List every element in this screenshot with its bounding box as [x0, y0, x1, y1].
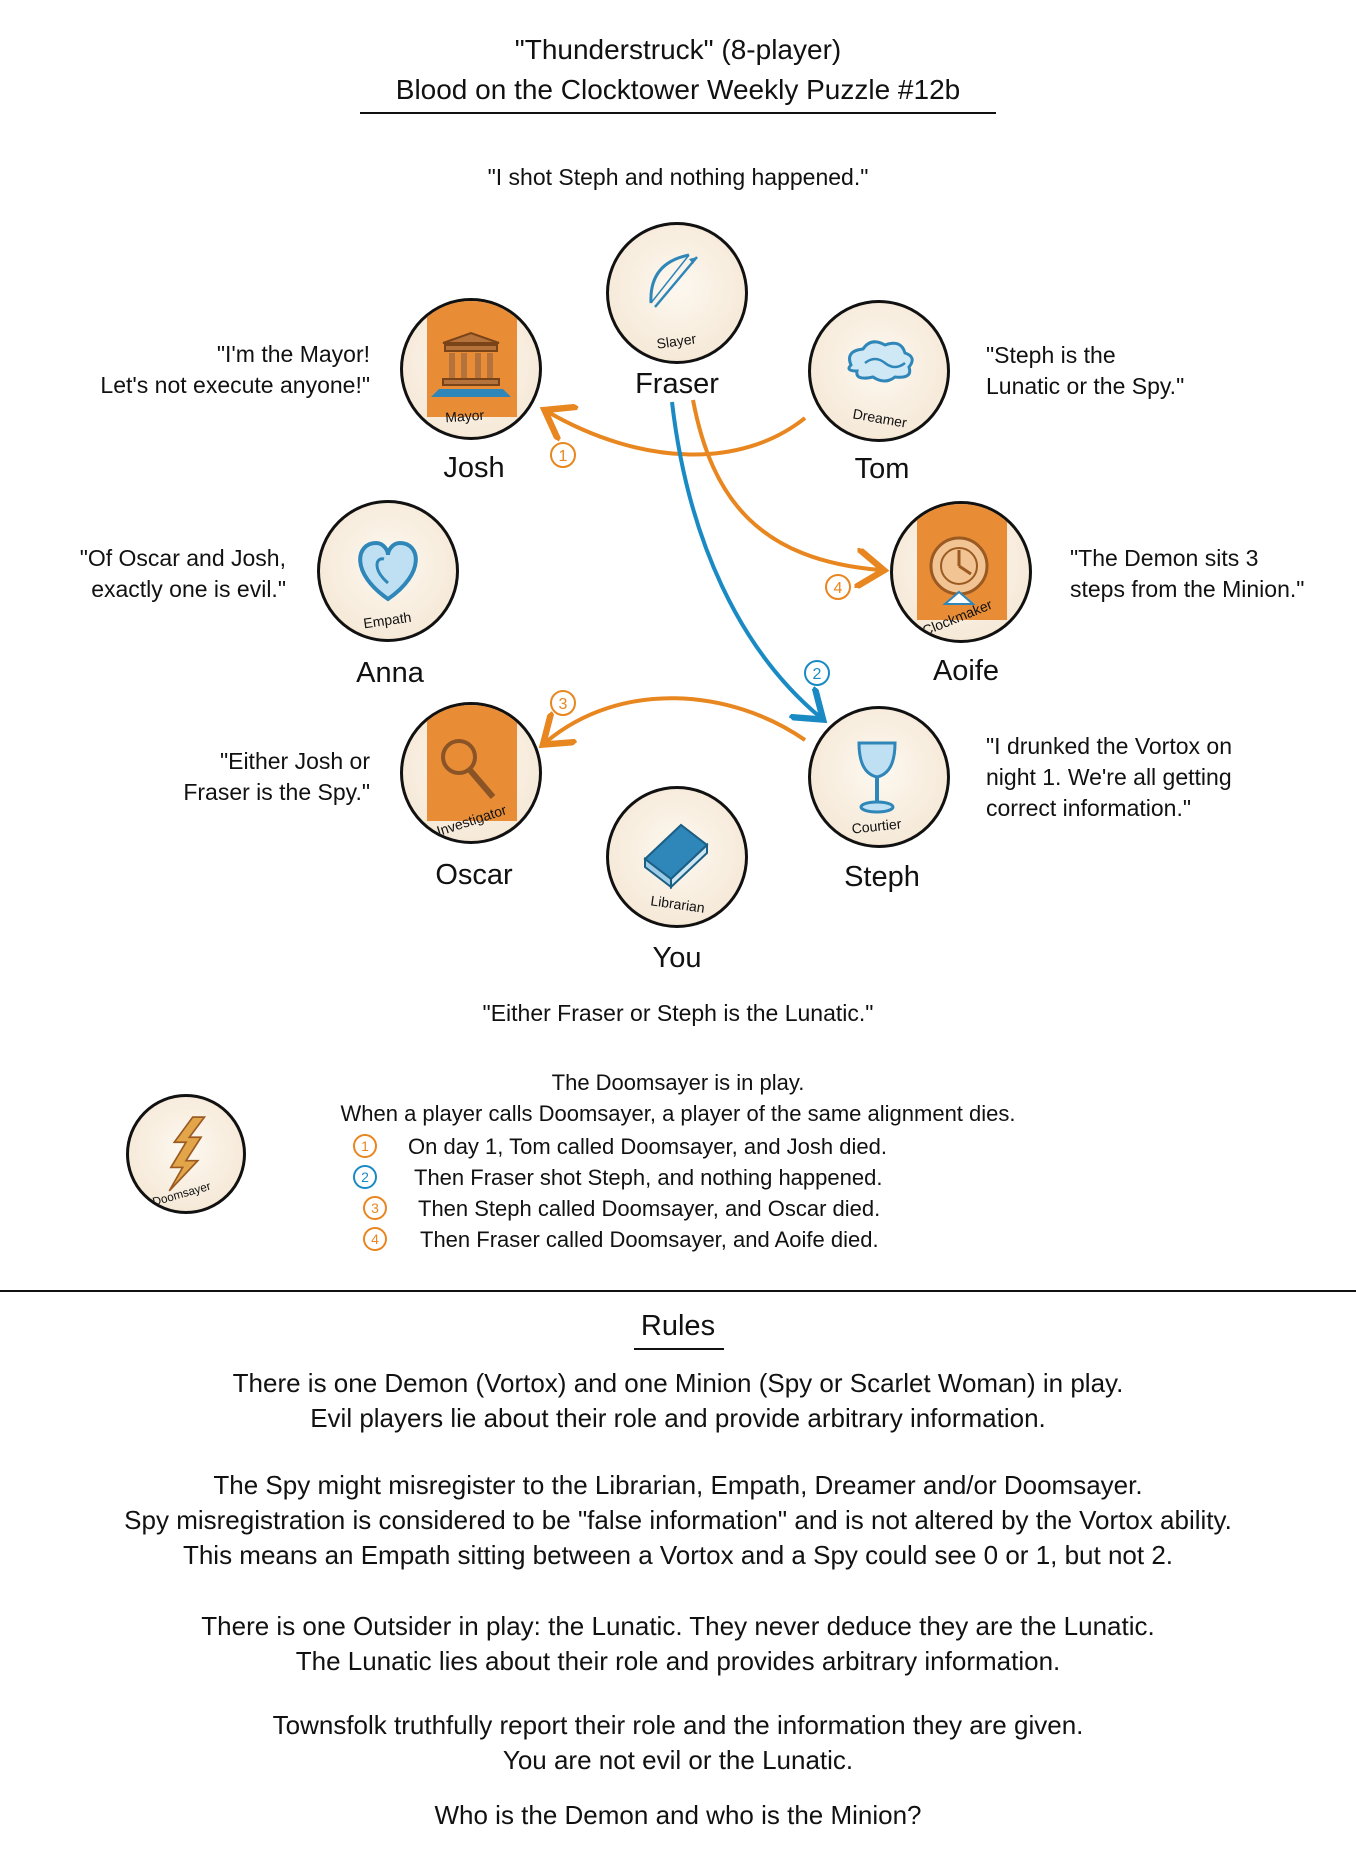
player-name-you: You — [652, 942, 702, 974]
event-item: 3 Then Steph called Doomsayer, and Oscar… — [352, 1193, 1052, 1224]
event-item: 1 On day 1, Tom called Doomsayer, and Jo… — [352, 1131, 1052, 1162]
event-number-icon: 3 — [363, 1196, 387, 1220]
arrow-number-2: 2 — [804, 660, 830, 686]
token-courtier: Courtier — [808, 706, 950, 848]
token-librarian: Librarian — [606, 786, 748, 928]
svg-text:4: 4 — [834, 580, 843, 597]
event-number-icon: 2 — [353, 1165, 377, 1189]
anna-quote: "Of Oscar and Josh, exactly one is evil." — [79, 545, 286, 602]
svg-text:Librarian: Librarian — [650, 892, 706, 915]
evil-banner — [427, 301, 517, 417]
player-name-josh: Josh — [443, 452, 505, 484]
svg-text:1: 1 — [559, 448, 568, 465]
svg-text:Slayer: Slayer — [656, 330, 698, 351]
token-investigator: Investigator — [400, 702, 542, 844]
player-name-oscar: Oscar — [435, 859, 513, 891]
token-slayer: Slayer — [606, 222, 748, 364]
player-name-anna: Anna — [356, 657, 424, 689]
svg-text:2: 2 — [361, 1169, 369, 1185]
townhall-icon: Mayor — [431, 331, 511, 426]
aoife-quote: "The Demon sits 3 steps from the Minion." — [1070, 545, 1305, 602]
svg-text:Empath: Empath — [362, 609, 412, 632]
arrows-layer: 1 4 2 3 — [0, 399, 1356, 1100]
svg-text:Dreamer: Dreamer — [852, 405, 909, 430]
steph-quote: "I drunked the Vortox on night 1. We're a… — [986, 733, 1232, 821]
arrow-1 — [548, 412, 807, 457]
section-divider — [0, 1290, 1356, 1292]
token-doomsayer: Doomsayer — [126, 1094, 246, 1214]
arrow-number-3: 3 — [550, 690, 576, 716]
clock-icon: Clockmaker — [920, 536, 995, 639]
arrow-2 — [670, 401, 820, 717]
event-item: 4 Then Fraser called Doomsayer, and Aoif… — [352, 1224, 1052, 1255]
player-name-tom: Tom — [854, 453, 910, 485]
token-empath: Empath — [317, 500, 459, 642]
book-icon: Librarian — [643, 823, 709, 916]
player-name-fraser: Fraser — [635, 368, 719, 400]
svg-text:3: 3 — [371, 1200, 379, 1216]
token-clockmaker: Clockmaker — [890, 501, 1032, 643]
you-quote: "Either Fraser or Steph is the Lunatic." — [482, 1000, 874, 1026]
rules-paragraph-3: There is one Outsider in play: the Lunat… — [201, 1611, 1155, 1676]
arrow-3 — [546, 696, 807, 742]
title-underline — [360, 112, 996, 114]
puzzle-title: "Thunderstruck" (8-player) — [514, 34, 842, 65]
rules-paragraph-2: The Spy might misregister to the Librari… — [124, 1470, 1232, 1570]
event-number-icon: 1 — [353, 1134, 377, 1158]
svg-text:2: 2 — [813, 666, 822, 683]
svg-text:3: 3 — [559, 696, 568, 713]
heart-icon: Empath — [358, 540, 418, 632]
doomsayer-line1: The Doomsayer is in play. — [551, 1070, 805, 1095]
oscar-quote: "Either Josh or Fraser is the Spy." — [183, 748, 370, 805]
magnifier-icon: Investigator — [435, 739, 509, 839]
doomsayer-line2: When a player calls Doomsayer, a player … — [340, 1101, 1016, 1126]
svg-text:4: 4 — [371, 1231, 379, 1247]
rules-underline — [634, 1348, 724, 1350]
svg-text:Courtier: Courtier — [851, 815, 903, 836]
rules-question: Who is the Demon and who is the Minion? — [434, 1800, 922, 1830]
arrow-number-4: 4 — [825, 574, 851, 600]
token-mayor: Mayor — [400, 298, 542, 440]
josh-quote: "I'm the Mayor! Let's not execute anyone!… — [100, 341, 370, 398]
cloud-icon: Dreamer — [847, 340, 914, 431]
event-number-icon: 4 — [363, 1227, 387, 1251]
fraser-quote: "I shot Steph and nothing happened." — [487, 164, 869, 190]
arrow-4 — [691, 399, 880, 570]
event-list: 1 On day 1, Tom called Doomsayer, and Jo… — [352, 1131, 1052, 1255]
rules-paragraph-4: Townsfolk truthfully report their role a… — [272, 1710, 1084, 1775]
goblet-icon: Courtier — [851, 741, 903, 837]
event-item: 2 Then Fraser shot Steph, and nothing ha… — [352, 1162, 1052, 1193]
svg-text:Investigator: Investigator — [435, 801, 509, 839]
rules-heading: Rules — [640, 1310, 716, 1342]
tom-quote: "Steph is the Lunatic or the Spy." — [986, 342, 1185, 399]
svg-text:1: 1 — [361, 1138, 369, 1154]
svg-text:Doomsayer: Doomsayer — [151, 1180, 212, 1209]
lightning-icon: Doomsayer — [151, 1116, 212, 1209]
player-name-aoife: Aoife — [932, 655, 1000, 687]
player-name-steph: Steph — [844, 861, 920, 893]
puzzle-subtitle: Blood on the Clocktower Weekly Puzzle #1… — [395, 74, 961, 105]
svg-text:Mayor: Mayor — [445, 407, 485, 426]
rules-paragraph-1: There is one Demon (Vortox) and one Mini… — [232, 1368, 1124, 1433]
arrow-number-1: 1 — [550, 442, 576, 468]
bow-icon: Slayer — [649, 253, 698, 352]
token-dreamer: Dreamer — [808, 300, 950, 442]
